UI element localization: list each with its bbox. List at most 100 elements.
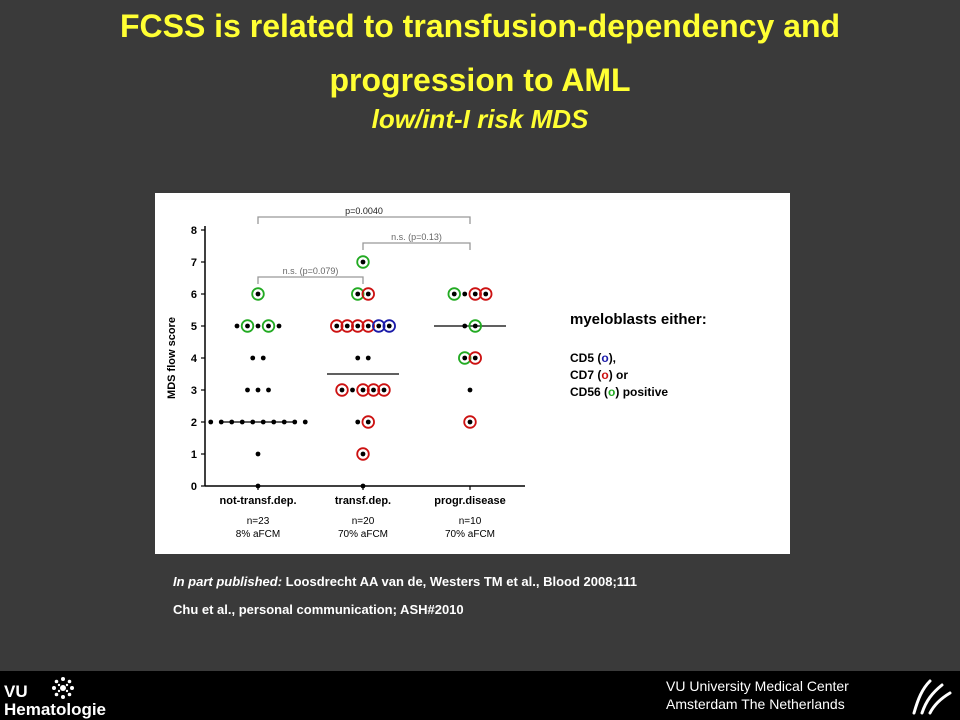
data-point <box>229 419 235 425</box>
chart-panel: 0 1 2 3 4 5 6 7 8 MDS flow score not-transf.dep. n=… <box>155 193 790 554</box>
data-point <box>467 419 473 425</box>
data-point-ring <box>458 351 472 365</box>
data-point <box>386 323 392 329</box>
citation-text: Loosdrecht AA van de, Westers TM et al.,… <box>282 574 638 589</box>
legend-text: ), <box>608 351 617 365</box>
data-point-ring <box>468 319 482 333</box>
data-point <box>302 419 308 425</box>
data-point <box>255 387 261 393</box>
significance-bracket <box>257 276 364 284</box>
scatter-chart: 0 1 2 3 4 5 6 7 8 MDS flow score not-transf.dep. n=… <box>166 206 525 540</box>
footer-line1: VU University Medical Center <box>666 678 849 694</box>
data-point <box>245 323 250 329</box>
logo-hematologie-text: Hematologie <box>4 700 107 719</box>
slide-subtitle: low/int-I risk MDS <box>371 104 589 134</box>
data-point <box>344 323 350 329</box>
data-point <box>360 451 366 457</box>
x-tick-label: not-transf.dep. <box>220 495 297 507</box>
data-point <box>255 483 261 489</box>
legend-text: CD56 ( <box>570 385 609 399</box>
data-point <box>462 323 468 329</box>
data-point <box>266 323 271 329</box>
data-point-ring <box>356 383 370 397</box>
data-point <box>462 291 468 297</box>
cell-cluster-icon <box>52 677 74 699</box>
data-point <box>467 387 473 393</box>
data-point <box>350 387 355 393</box>
data-point <box>365 355 371 361</box>
legend-title: myeloblasts either: <box>570 311 707 328</box>
data-point <box>360 483 366 489</box>
data-point <box>472 355 478 361</box>
data-point <box>271 419 277 425</box>
significance-bracket <box>362 242 471 250</box>
data-point <box>355 355 361 361</box>
footer-institution: VU University Medical Center Amsterdam T… <box>666 677 849 713</box>
data-point <box>255 291 261 297</box>
vu-hematologie-logo: VU Hematologie <box>4 677 107 719</box>
y-tick-label: 1 <box>191 449 197 461</box>
y-axis-label: MDS flow score <box>166 317 178 399</box>
x-tick-label: transf.dep. <box>335 495 391 507</box>
footer-bar: VU Hematologie VU University Medical Cen… <box>0 671 960 720</box>
data-point-ring <box>261 319 276 333</box>
y-tick-label: 0 <box>191 481 197 493</box>
significance-label: n.s. (p=0.13) <box>391 232 442 242</box>
data-point <box>218 419 224 425</box>
data-point-ring <box>377 383 391 397</box>
data-point <box>371 387 376 393</box>
data-point-ring <box>356 447 370 461</box>
data-point <box>281 419 287 425</box>
data-point <box>483 291 489 297</box>
data-point <box>208 419 214 425</box>
y-tick-label: 4 <box>191 353 198 365</box>
data-point <box>260 355 266 361</box>
group-note: n=20 <box>352 516 375 527</box>
y-tick-label: 6 <box>191 289 197 301</box>
data-point-ring <box>382 319 396 333</box>
data-point <box>266 387 271 393</box>
data-point <box>276 323 282 329</box>
data-point-ring <box>340 319 354 333</box>
citation-label: In part published: <box>173 574 283 589</box>
y-tick-label: 2 <box>191 417 197 429</box>
data-point <box>334 323 340 329</box>
data-point <box>381 387 387 393</box>
legend-item-cd56: CD56 (o) positive <box>570 384 707 401</box>
data-point <box>245 387 250 393</box>
data-point <box>234 323 240 329</box>
y-tick-label: 5 <box>191 321 197 333</box>
group-note: 8% aFCM <box>236 529 280 540</box>
legend-mark-cd56: o <box>608 385 616 399</box>
data-point <box>355 419 361 425</box>
data-point-ring <box>366 383 381 397</box>
vumc-logo-icon <box>912 679 952 715</box>
logo-vu-text: VU <box>4 682 28 701</box>
significance-label: p=0.0040 <box>345 206 383 216</box>
legend-mark-cd5: o <box>601 351 609 365</box>
data-point <box>451 291 457 297</box>
data-point-ring <box>330 319 344 333</box>
y-tick-label: 7 <box>191 257 197 269</box>
group-note: 70% aFCM <box>445 529 495 540</box>
data-point <box>355 291 361 297</box>
y-tick-label: 8 <box>191 225 197 237</box>
data-point <box>365 323 371 329</box>
data-point <box>355 323 361 329</box>
y-tick-label: 3 <box>191 385 197 397</box>
legend-mark-cd7: o <box>601 368 609 382</box>
data-point <box>255 451 261 457</box>
data-point <box>365 419 371 425</box>
slide-title-line1: FCSS is related to transfusion-dependenc… <box>119 8 841 44</box>
data-point <box>292 419 298 425</box>
data-point <box>472 291 478 297</box>
significance-label: n.s. (p=0.079) <box>283 266 339 276</box>
data-point-ring <box>447 287 461 301</box>
data-point-ring <box>356 255 370 269</box>
data-point <box>365 291 371 297</box>
data-point <box>339 387 345 393</box>
data-point <box>376 323 382 329</box>
legend-text: ) or <box>608 368 629 382</box>
data-point-ring <box>361 319 375 333</box>
slide-title-line2: progression to AML <box>329 62 631 98</box>
